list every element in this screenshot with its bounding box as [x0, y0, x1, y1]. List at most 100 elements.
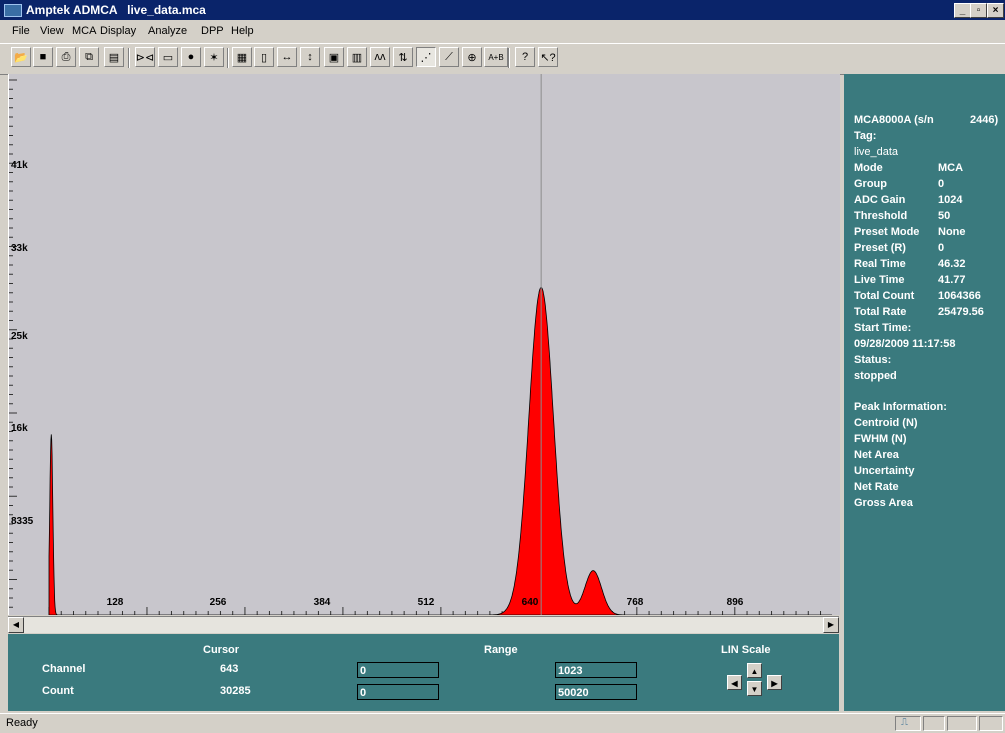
toolbar-separator [508, 48, 510, 68]
peak-info-item: Centroid (N) [854, 417, 918, 429]
peak-icon[interactable]: ʌʌ [370, 47, 390, 67]
x-tick-label: 128 [106, 597, 124, 608]
status-pane [947, 716, 977, 731]
info-value: MCA [938, 162, 964, 174]
menu-help[interactable]: Help [231, 25, 254, 37]
scale-down-button[interactable]: ▼ [747, 681, 762, 696]
peak-info-header: Peak Information: [854, 401, 947, 413]
y-axis [9, 79, 17, 608]
info-value: 46.32 [938, 258, 966, 270]
menu-display[interactable]: Display [100, 25, 137, 37]
info-value: 0 [938, 178, 945, 190]
app-icon [4, 4, 22, 17]
peak-info-item: Net Area [854, 449, 899, 461]
device-serial: 2446) [970, 114, 999, 126]
device-name: MCA8000A (s/n [854, 114, 934, 126]
horizontal-scrollbar[interactable]: ◀ ▶ [8, 616, 839, 633]
tag-label: Tag: [854, 130, 877, 142]
color-display-icon[interactable]: ▦ [232, 47, 252, 67]
scale-up-button[interactable]: ▲ [747, 663, 762, 678]
close-button[interactable]: × [987, 3, 1004, 18]
help-icon[interactable]: ? [515, 47, 535, 67]
range-count-min-field[interactable]: 0 [357, 684, 439, 700]
info-label: Live Time [854, 274, 905, 286]
range-count-max-field[interactable]: 50020 [555, 684, 637, 700]
toolbar-separator [128, 48, 130, 68]
peak-info-item: FWHM (N) [854, 433, 907, 445]
info-value: 50 [938, 210, 951, 222]
horizontal-expand-icon[interactable]: ↔ [277, 47, 297, 67]
wand-icon[interactable]: ✶ [204, 47, 224, 67]
count-label: Count [42, 685, 74, 697]
report-icon[interactable]: ▤ [104, 47, 124, 67]
y-tick-label: 8335 [11, 516, 34, 527]
x-tick-label: 384 [313, 597, 331, 608]
status-value: stopped [854, 370, 897, 382]
x-tick-label: 640 [521, 597, 539, 608]
status-pane [923, 716, 945, 731]
box-zoom-icon[interactable]: ▣ [324, 47, 344, 67]
x-tick-label: 512 [417, 597, 435, 608]
page-icon[interactable]: ▯ [254, 47, 274, 67]
add-spectra-icon[interactable]: A+B [484, 47, 508, 67]
dot-plot-icon[interactable]: ⋰ [416, 47, 436, 67]
info-label: Mode [854, 162, 883, 174]
info-value: 1024 [938, 194, 963, 206]
info-label: Real Time [854, 258, 906, 270]
x-tick-label: 256 [209, 597, 227, 608]
info-value: 41.77 [938, 274, 966, 286]
title-bar[interactable]: Amptek ADMCA live_data.mca _ ▫ × [0, 0, 1005, 20]
minimize-button[interactable]: _ [954, 3, 971, 18]
save-icon[interactable]: ■ [33, 47, 53, 67]
vertical-expand-icon[interactable]: ↕ [300, 47, 320, 67]
info-label: Total Count [854, 290, 915, 302]
menu-analyze[interactable]: Analyze [148, 25, 188, 37]
y-tick-label: 25k [11, 331, 28, 342]
scale-header: LIN Scale [721, 644, 771, 656]
status-label: Status: [854, 354, 892, 366]
cursor-count-value: 30285 [220, 685, 251, 697]
bar-plot-icon[interactable]: ▥ [347, 47, 367, 67]
maximize-button[interactable]: ▫ [970, 3, 987, 18]
copy-icon[interactable]: ⧉ [79, 47, 99, 67]
info-label: Group [854, 178, 887, 190]
menu-dpp[interactable]: DPP [201, 25, 224, 37]
info-value: None [938, 226, 966, 238]
y-tick-label: 16k [11, 423, 28, 434]
traffic-light-icon[interactable]: ● [181, 47, 201, 67]
scroll-right-button[interactable]: ▶ [823, 617, 839, 633]
line-plot-icon[interactable]: ⟋ [439, 47, 459, 67]
spectrum-area [48, 286, 832, 615]
scroll-left-button[interactable]: ◀ [8, 617, 24, 633]
info-label: ADC Gain [854, 194, 906, 206]
spectrum-plot[interactable]: 41k 33k 25k 16k 8335 128 256 384 512 640… [8, 74, 840, 615]
info-value: 25479.56 [938, 306, 984, 318]
auto-scale-icon[interactable]: ⇅ [393, 47, 413, 67]
menu-mca[interactable]: MCA [72, 25, 97, 37]
open-icon[interactable]: 📂 [11, 47, 31, 67]
status-text: Ready [6, 717, 38, 729]
range-channel-max-field[interactable]: 1023 [555, 662, 637, 678]
connection-icon: ⎍ [901, 717, 908, 728]
scale-right-button[interactable]: ▶ [767, 675, 782, 690]
status-bar: Ready ⎍ [0, 713, 1005, 733]
info-label: Total Rate [854, 306, 907, 318]
connect-icon[interactable]: ⊳⊲ [135, 47, 155, 67]
start-time-value: 09/28/2009 11:17:58 [854, 338, 956, 350]
channel-label: Channel [42, 663, 86, 675]
info-label: Preset Mode [854, 226, 920, 238]
range-channel-min-field[interactable]: 0 [357, 662, 439, 678]
print-icon[interactable]: ⎙ [56, 47, 76, 67]
status-pane-icon: ⎍ [895, 716, 921, 731]
y-tick-label: 33k [11, 243, 28, 254]
scale-left-button[interactable]: ◀ [727, 675, 742, 690]
spectrum-chart[interactable] [9, 74, 840, 615]
info-value: 1064366 [938, 290, 981, 302]
cursor-range-panel: Cursor Range LIN Scale Channel Count 643… [8, 634, 839, 711]
zoom-icon[interactable]: ⊕ [462, 47, 482, 67]
device-icon[interactable]: ▭ [158, 47, 178, 67]
menu-view[interactable]: View [40, 25, 64, 37]
peak-info-item: Uncertainty [854, 465, 915, 477]
menu-file[interactable]: File [12, 25, 30, 37]
context-help-icon[interactable]: ↖? [538, 47, 558, 67]
